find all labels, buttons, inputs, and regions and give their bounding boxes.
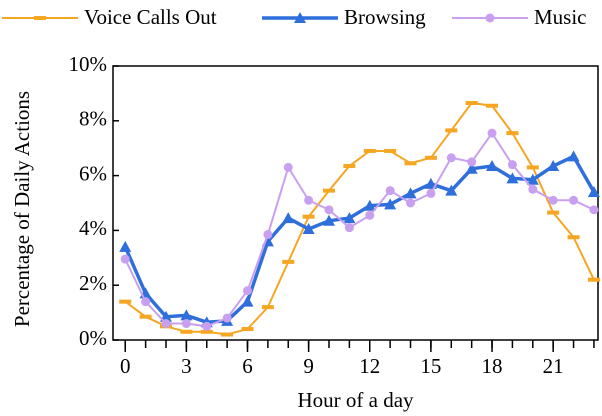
data-point xyxy=(363,148,376,153)
data-point xyxy=(526,173,539,185)
x-tick-label: 0 xyxy=(120,354,131,378)
y-tick-label: 8% xyxy=(79,107,107,131)
data-point xyxy=(507,160,517,170)
data-point xyxy=(426,188,436,198)
data-point xyxy=(304,195,314,205)
data-point xyxy=(467,157,477,167)
data-point xyxy=(263,230,273,240)
legend-marker xyxy=(485,13,495,23)
data-point xyxy=(119,240,132,252)
x-tick-label: 21 xyxy=(543,354,564,378)
data-point xyxy=(363,199,376,211)
data-point xyxy=(323,214,336,226)
y-tick-label: 2% xyxy=(79,271,107,295)
series-line xyxy=(123,154,596,324)
data-point xyxy=(324,205,334,215)
data-point xyxy=(384,198,397,210)
data-point xyxy=(365,210,375,220)
data-point xyxy=(567,235,580,240)
data-point xyxy=(283,162,293,172)
data-point xyxy=(486,103,499,108)
data-point xyxy=(424,177,437,189)
data-point xyxy=(343,212,356,224)
y-tick-label: 10% xyxy=(69,52,108,76)
data-point xyxy=(587,277,600,282)
data-point xyxy=(547,210,560,215)
data-point xyxy=(302,223,315,235)
x-tick-label: 18 xyxy=(482,354,503,378)
data-point xyxy=(486,160,499,172)
data-point xyxy=(222,313,232,323)
data-point xyxy=(302,214,315,219)
data-point xyxy=(120,254,130,264)
data-point xyxy=(446,153,456,163)
data-point xyxy=(202,321,212,331)
data-point xyxy=(424,155,437,160)
data-point xyxy=(547,160,560,172)
legend-label: Browsing xyxy=(344,5,426,29)
legend-label: Voice Calls Out xyxy=(84,5,217,29)
series-line xyxy=(124,101,595,336)
x-tick-label: 3 xyxy=(181,354,192,378)
x-tick-label: 12 xyxy=(359,354,380,378)
data-point xyxy=(344,223,354,233)
data-point xyxy=(282,259,295,264)
y-tick-label: 0% xyxy=(79,326,107,350)
data-point xyxy=(569,195,579,205)
data-point xyxy=(487,128,497,138)
data-point xyxy=(241,295,254,307)
legend-marker xyxy=(34,16,46,20)
data-point xyxy=(200,329,213,334)
data-point xyxy=(528,184,538,194)
y-tick-label: 6% xyxy=(79,161,107,185)
y-tick-label: 4% xyxy=(79,216,107,240)
data-point xyxy=(343,164,356,169)
x-axis-title: Hour of a day xyxy=(297,388,414,412)
legend-marker xyxy=(294,12,306,23)
data-point xyxy=(323,188,336,193)
data-point xyxy=(406,198,416,208)
data-point xyxy=(119,299,132,304)
data-point xyxy=(589,205,599,215)
data-point xyxy=(567,150,580,162)
data-point xyxy=(506,131,519,136)
data-point xyxy=(506,172,519,184)
data-point xyxy=(180,329,193,334)
data-point xyxy=(241,327,254,332)
plot-frame xyxy=(112,65,599,341)
data-point xyxy=(385,186,395,196)
series-line xyxy=(124,131,595,328)
data-point xyxy=(181,319,191,329)
legend-label: Music xyxy=(534,5,587,29)
data-point xyxy=(526,165,539,170)
data-point xyxy=(587,186,600,198)
data-point xyxy=(404,161,417,166)
x-tick-label: 15 xyxy=(420,354,441,378)
data-point xyxy=(404,187,417,199)
data-point xyxy=(465,100,478,105)
x-tick-label: 9 xyxy=(303,354,314,378)
data-point xyxy=(548,195,558,205)
y-axis-title: Percentage of Daily Actions xyxy=(10,91,34,327)
data-point xyxy=(445,184,458,196)
x-tick-label: 6 xyxy=(242,354,253,378)
data-point xyxy=(242,286,252,296)
data-point xyxy=(161,319,171,329)
data-point xyxy=(384,148,397,153)
data-point xyxy=(141,297,151,307)
data-point xyxy=(139,314,152,319)
data-point xyxy=(180,309,193,321)
data-point xyxy=(221,332,234,337)
data-point xyxy=(261,305,274,310)
data-point xyxy=(282,212,295,224)
data-point xyxy=(465,162,478,174)
data-point xyxy=(445,128,458,133)
